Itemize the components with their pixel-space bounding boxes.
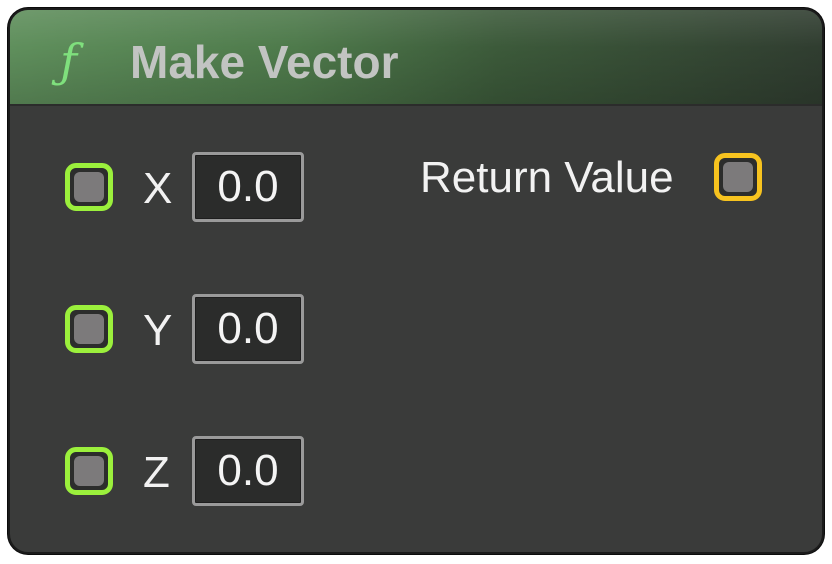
output-pin-return-value[interactable] [714, 153, 762, 201]
node-title: Make Vector [130, 36, 399, 88]
input-label-z: Z [143, 448, 170, 497]
pin-fill [723, 162, 753, 192]
output-label: Return Value [420, 153, 674, 202]
input-label-x: X [143, 164, 173, 213]
input-value-x[interactable]: 0.0 [192, 152, 304, 222]
function-icon: ƒ [60, 34, 78, 88]
pin-fill [74, 172, 104, 202]
input-value-z[interactable]: 0.0 [192, 436, 304, 506]
input-pin-z[interactable] [65, 447, 113, 495]
pin-fill [74, 314, 104, 344]
pin-fill [74, 456, 104, 486]
input-value-y[interactable]: 0.0 [192, 294, 304, 364]
input-label-y: Y [143, 306, 173, 355]
input-pin-y[interactable] [65, 305, 113, 353]
make-vector-node[interactable]: ƒ Make Vector X 0.0 Y 0.0 Z 0.0 Return V… [8, 8, 824, 554]
input-pin-x[interactable] [65, 163, 113, 211]
node-header[interactable]: ƒ Make Vector [10, 10, 822, 106]
